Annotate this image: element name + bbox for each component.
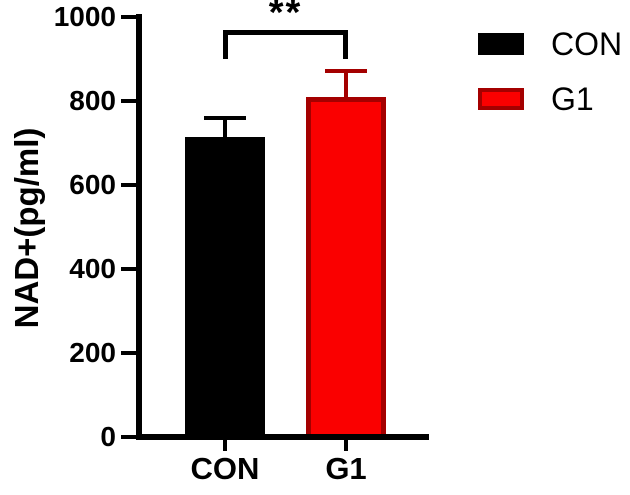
x-tick-g1 xyxy=(344,440,348,451)
legend-swatch-con xyxy=(478,33,524,55)
error-bar-stem-g1 xyxy=(344,70,348,101)
x-tick-con xyxy=(223,440,227,451)
significance-bracket xyxy=(223,30,348,59)
y-tick-label-200: 200 xyxy=(69,337,116,368)
y-tick-400 xyxy=(121,267,136,271)
legend: CON G1 xyxy=(478,28,622,115)
error-bar-cap-g1 xyxy=(325,68,367,73)
y-tick-1000 xyxy=(121,15,136,19)
y-tick-600 xyxy=(121,183,136,187)
y-tick-label-400: 400 xyxy=(69,253,116,284)
y-tick-200 xyxy=(121,351,136,355)
y-tick-label-600: 600 xyxy=(69,169,116,200)
legend-label-g1: G1 xyxy=(551,81,594,117)
y-axis-line xyxy=(136,14,142,440)
x-label-con: CON xyxy=(190,451,260,486)
error-bar-cap-con xyxy=(204,115,246,120)
significance-stars: ** xyxy=(268,0,303,34)
y-tick-label-1000: 1000 xyxy=(53,1,116,32)
y-tick-label-800: 800 xyxy=(69,85,116,116)
legend-item-con: CON xyxy=(478,28,622,60)
legend-swatch-g1 xyxy=(478,88,524,110)
y-tick-label-0: 0 xyxy=(100,421,116,452)
y-tick-0 xyxy=(121,435,136,439)
error-bar-stem-con xyxy=(223,117,227,141)
bar-con xyxy=(185,136,265,440)
bar-g1 xyxy=(306,96,386,440)
x-axis-line xyxy=(136,434,429,440)
legend-label-con: CON xyxy=(551,26,623,62)
legend-item-g1: G1 xyxy=(478,83,622,115)
x-label-g1: G1 xyxy=(325,451,367,486)
y-tick-800 xyxy=(121,99,136,103)
y-axis-title: NAD+(pg/ml) xyxy=(8,127,45,329)
